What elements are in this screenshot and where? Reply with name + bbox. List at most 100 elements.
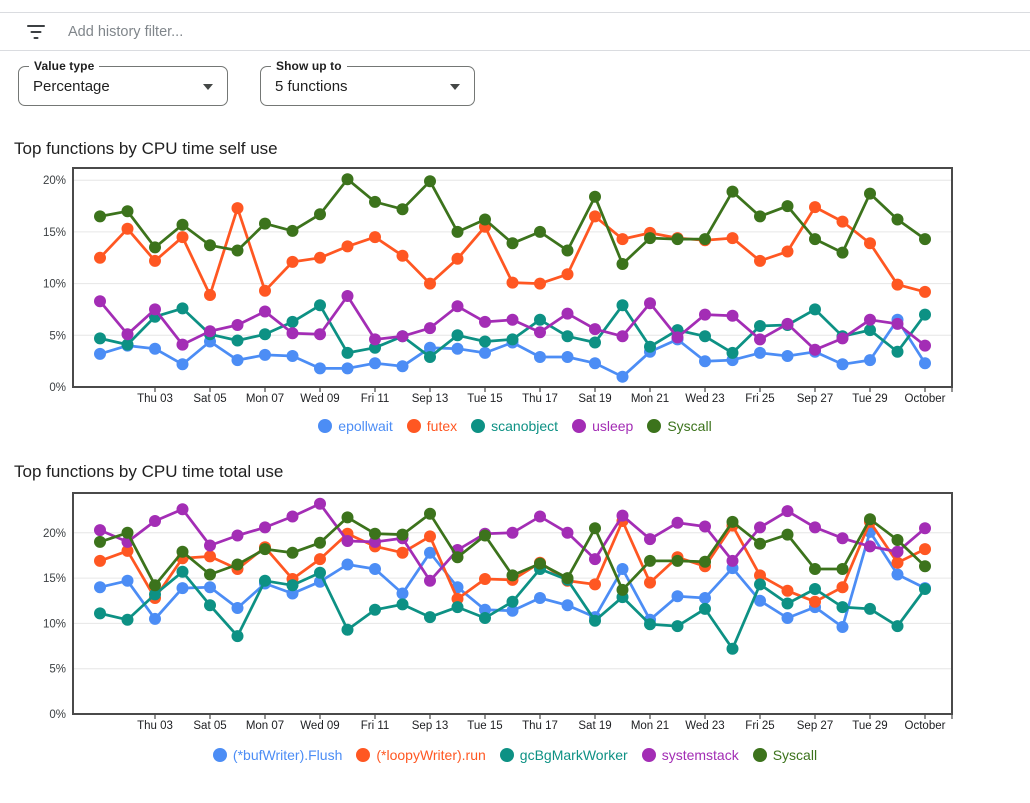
data-point[interactable]	[231, 244, 244, 257]
data-point[interactable]	[561, 599, 574, 612]
data-point[interactable]	[561, 351, 574, 363]
data-point[interactable]	[176, 503, 189, 516]
data-point[interactable]	[534, 277, 546, 290]
data-point[interactable]	[699, 555, 711, 568]
value-type-select[interactable]: Value type Percentage	[18, 59, 228, 106]
data-point[interactable]	[259, 328, 271, 341]
data-point[interactable]	[451, 592, 464, 605]
data-point[interactable]	[176, 358, 189, 371]
data-point[interactable]	[479, 573, 491, 585]
data-point[interactable]	[204, 539, 216, 552]
data-point[interactable]	[396, 249, 409, 262]
data-point[interactable]	[781, 584, 794, 597]
data-point[interactable]	[864, 602, 876, 615]
data-point[interactable]	[314, 328, 326, 341]
data-point[interactable]	[479, 612, 491, 624]
data-point[interactable]	[396, 330, 409, 343]
data-point[interactable]	[149, 515, 161, 527]
data-point[interactable]	[891, 556, 904, 569]
data-point[interactable]	[699, 602, 711, 615]
data-point[interactable]	[726, 642, 739, 655]
data-point[interactable]	[891, 534, 904, 546]
data-point[interactable]	[589, 578, 601, 591]
data-point[interactable]	[286, 350, 299, 362]
data-point[interactable]	[726, 309, 739, 322]
data-point[interactable]	[396, 203, 409, 216]
data-point[interactable]	[671, 554, 684, 567]
data-point[interactable]	[231, 630, 244, 643]
data-point[interactable]	[616, 563, 629, 575]
data-point[interactable]	[919, 285, 931, 298]
data-point[interactable]	[259, 217, 271, 230]
data-point[interactable]	[176, 545, 189, 558]
data-point[interactable]	[424, 351, 436, 363]
data-point[interactable]	[424, 277, 436, 290]
series-Syscall[interactable]	[94, 173, 931, 270]
data-point[interactable]	[699, 330, 711, 343]
data-point[interactable]	[919, 339, 931, 352]
data-point[interactable]	[149, 254, 161, 267]
data-point[interactable]	[176, 218, 189, 231]
data-point[interactable]	[754, 594, 766, 607]
series-Syscall[interactable]	[94, 507, 931, 596]
data-point[interactable]	[836, 215, 849, 228]
data-point[interactable]	[589, 210, 601, 223]
data-point[interactable]	[424, 546, 436, 559]
data-point[interactable]	[286, 546, 299, 559]
data-point[interactable]	[699, 520, 711, 533]
cpu-self-use-chart[interactable]: 0% 5% 10% 15% 20% Thu 03 Sat 05 Mon 07 Wed 09 Fri…	[0, 165, 1030, 413]
data-point[interactable]	[919, 583, 931, 595]
data-point[interactable]	[94, 295, 106, 308]
data-point[interactable]	[259, 284, 271, 297]
data-point[interactable]	[479, 346, 491, 359]
data-point[interactable]	[644, 554, 656, 567]
data-point[interactable]	[121, 613, 134, 626]
data-point[interactable]	[286, 587, 299, 600]
data-point[interactable]	[809, 201, 821, 214]
data-point[interactable]	[231, 334, 244, 347]
data-point[interactable]	[726, 554, 739, 567]
history-filter-input[interactable]	[66, 22, 1030, 41]
data-point[interactable]	[836, 532, 849, 545]
data-point[interactable]	[314, 566, 326, 579]
data-point[interactable]	[204, 325, 216, 338]
data-point[interactable]	[671, 233, 684, 246]
data-point[interactable]	[589, 614, 601, 627]
data-point[interactable]	[451, 329, 464, 342]
data-point[interactable]	[616, 233, 629, 246]
data-point[interactable]	[314, 362, 326, 375]
data-point[interactable]	[94, 581, 106, 594]
data-point[interactable]	[781, 528, 794, 541]
data-point[interactable]	[424, 507, 436, 520]
cpu-total-use-chart[interactable]: 0% 5% 10% 15% 20% Thu 03 Sat 05 Mon 07 Wed 09 Fri…	[0, 488, 1030, 742]
data-point[interactable]	[204, 599, 216, 612]
data-point[interactable]	[506, 526, 519, 539]
data-point[interactable]	[561, 572, 574, 585]
data-point[interactable]	[259, 348, 271, 361]
data-point[interactable]	[94, 332, 106, 345]
data-point[interactable]	[809, 595, 821, 608]
data-point[interactable]	[864, 540, 876, 553]
data-point[interactable]	[369, 341, 381, 354]
data-point[interactable]	[341, 558, 354, 571]
data-point[interactable]	[781, 505, 794, 518]
data-point[interactable]	[396, 587, 409, 600]
data-point[interactable]	[754, 254, 766, 267]
data-point[interactable]	[506, 604, 519, 617]
data-point[interactable]	[424, 322, 436, 335]
data-point[interactable]	[561, 526, 574, 539]
data-point[interactable]	[121, 526, 134, 539]
data-point[interactable]	[891, 568, 904, 581]
data-point[interactable]	[121, 338, 134, 351]
data-point[interactable]	[176, 231, 189, 244]
data-point[interactable]	[259, 543, 271, 556]
data-point[interactable]	[231, 354, 244, 367]
data-point[interactable]	[341, 535, 354, 547]
data-point[interactable]	[204, 568, 216, 581]
data-point[interactable]	[369, 603, 381, 616]
data-point[interactable]	[149, 342, 161, 355]
data-point[interactable]	[149, 588, 161, 601]
data-point[interactable]	[341, 511, 354, 524]
data-point[interactable]	[231, 202, 244, 215]
data-point[interactable]	[809, 343, 821, 356]
